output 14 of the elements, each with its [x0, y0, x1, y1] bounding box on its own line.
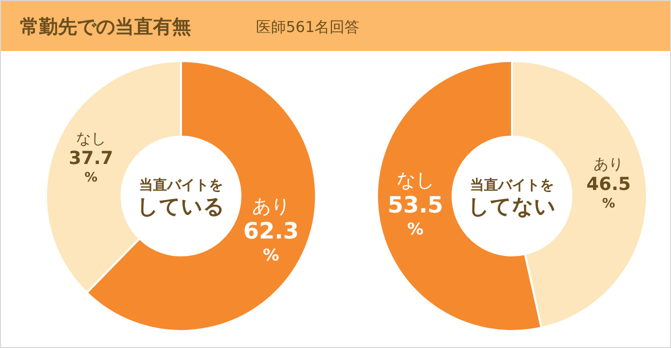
data-label: 53.5% — [388, 192, 444, 239]
data-label: 37.7% — [68, 148, 114, 186]
slice-label: なし — [396, 170, 434, 192]
slice-label: なし — [76, 129, 106, 148]
text: している — [137, 194, 225, 218]
data-label: 46.5% — [586, 174, 631, 212]
text: 当直バイトを — [139, 178, 223, 194]
slice-label: あり — [594, 155, 624, 174]
slice-label: あり — [252, 196, 290, 218]
chart-title: 常勤先での当直有無 — [20, 15, 191, 40]
text: 当直バイトを — [470, 178, 554, 194]
chart-subtitle: 医師561名回答 — [256, 18, 360, 37]
text: してない — [468, 194, 556, 218]
data-label: 62.3% — [243, 218, 299, 265]
